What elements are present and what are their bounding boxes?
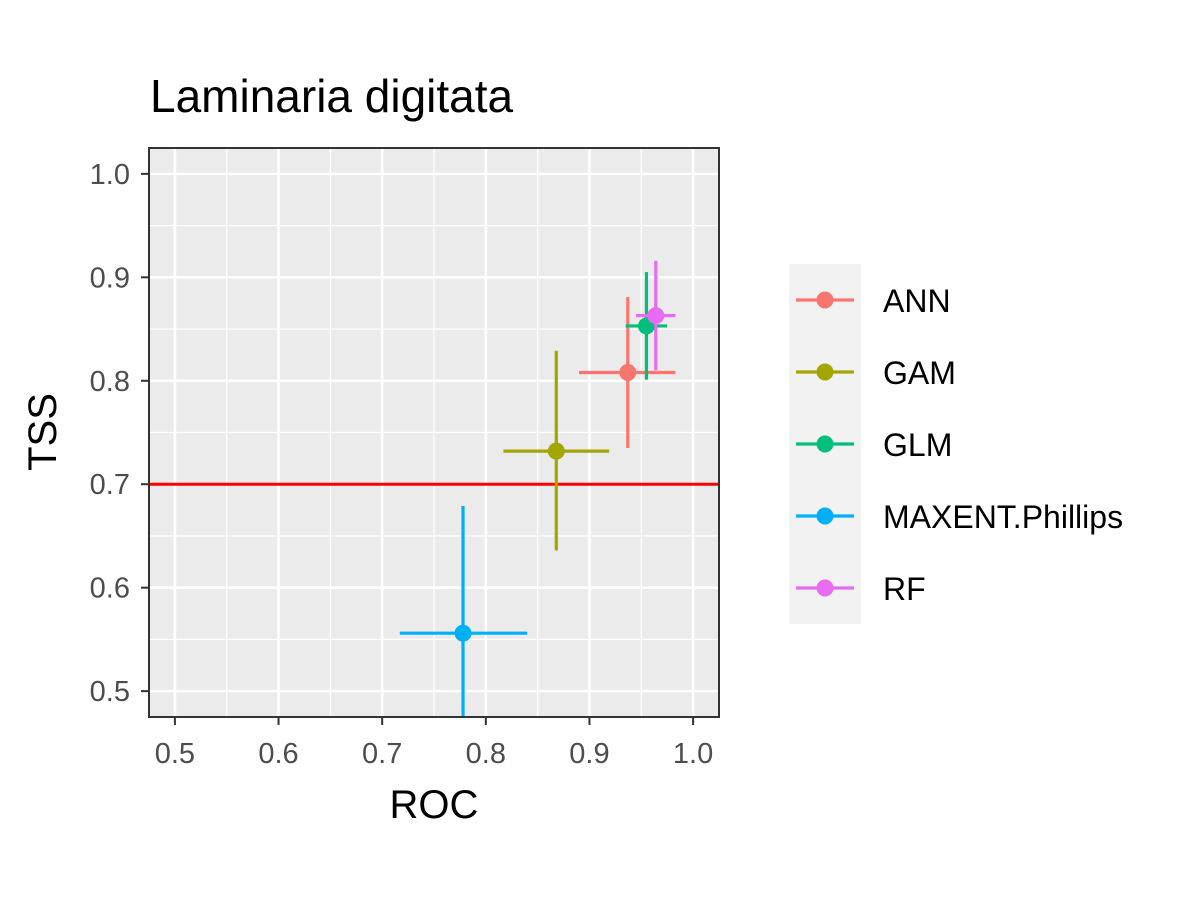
- legend-label: MAXENT.Phillips: [883, 499, 1123, 535]
- x-tick-label: 0.5: [155, 738, 195, 770]
- legend-item-glm: GLM: [796, 427, 952, 463]
- y-axis: 0.5 0.6 0.7 0.8 0.9 1.0: [90, 159, 149, 708]
- point-maxent-phillips: [454, 624, 472, 642]
- plot-border: [148, 147, 720, 718]
- chart-title: Laminaria digitata: [150, 70, 514, 122]
- legend-key-point: [816, 363, 834, 381]
- y-tick-label: 0.8: [90, 366, 130, 398]
- y-tick-label: 1.0: [90, 159, 130, 191]
- point-gam: [547, 442, 565, 460]
- y-tick-label: 0.9: [90, 262, 130, 294]
- x-axis-title: ROC: [390, 783, 479, 827]
- legend-item-rf: RF: [796, 571, 926, 607]
- y-axis-title: TSS: [21, 393, 65, 471]
- x-tick-label: 0.7: [362, 738, 402, 770]
- legend-key-point: [816, 435, 834, 453]
- x-tick-label: 0.9: [569, 738, 609, 770]
- legend-label: RF: [883, 571, 926, 607]
- legend-label: ANN: [883, 283, 951, 319]
- y-tick-label: 0.5: [90, 676, 130, 708]
- x-tick-label: 1.0: [673, 738, 713, 770]
- legend-key-point: [816, 291, 834, 309]
- legend-label: GAM: [883, 355, 956, 391]
- x-tick-label: 0.6: [258, 738, 298, 770]
- x-axis: 0.5 0.6 0.7 0.8 0.9 1.0: [155, 717, 713, 770]
- legend-item-ann: ANN: [796, 283, 951, 319]
- grid-minor: [149, 148, 719, 717]
- legend-item-gam: GAM: [796, 355, 956, 391]
- point-ann: [619, 363, 637, 381]
- legend-key-point: [816, 579, 834, 597]
- y-tick-label: 0.7: [90, 469, 130, 501]
- data-layer: [399, 260, 676, 717]
- legend-label: GLM: [883, 427, 952, 463]
- y-tick-label: 0.6: [90, 573, 130, 605]
- x-tick-label: 0.8: [466, 738, 506, 770]
- legend: ANN GAM GLM MAXENT.Phillips RF: [789, 264, 1123, 624]
- point-rf: [647, 307, 665, 325]
- legend-key-point: [816, 507, 834, 525]
- legend-item-maxent-phillips: MAXENT.Phillips: [796, 499, 1123, 535]
